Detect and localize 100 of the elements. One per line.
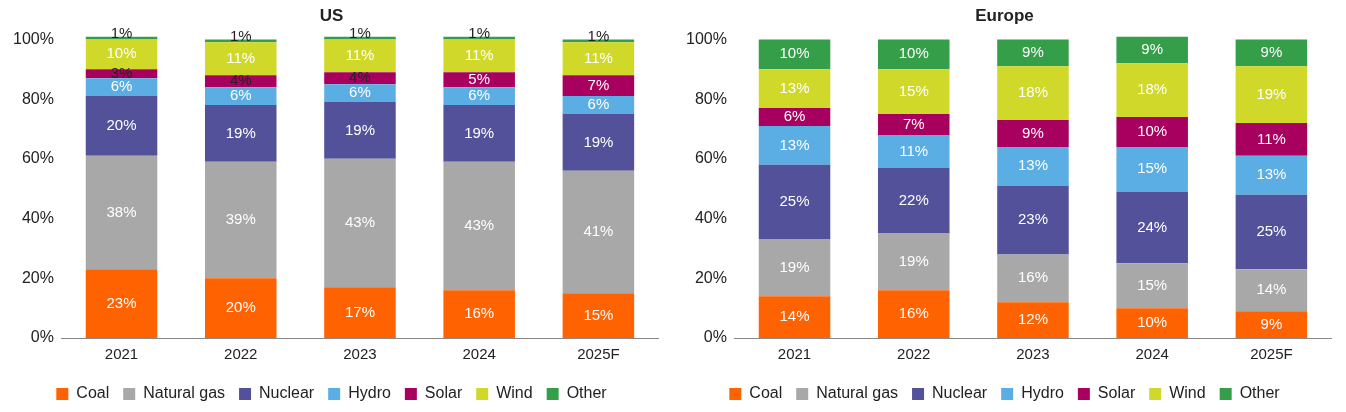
data-label: 13% xyxy=(779,78,810,96)
bar xyxy=(1116,308,1188,338)
data-label: 15% xyxy=(1137,275,1168,293)
bar xyxy=(443,290,515,338)
x-tick-label: 2022 xyxy=(897,345,931,363)
bar xyxy=(324,102,396,159)
data-label: 39% xyxy=(225,210,256,228)
bar xyxy=(85,269,158,338)
bar xyxy=(324,84,396,103)
data-label: 20% xyxy=(225,298,256,316)
bar xyxy=(443,87,515,106)
bar xyxy=(443,161,515,291)
bar xyxy=(204,87,277,106)
data-label: 22% xyxy=(898,190,929,208)
bar xyxy=(758,239,831,297)
bar xyxy=(1235,155,1308,195)
data-label: 6% xyxy=(783,107,806,125)
bar xyxy=(877,69,950,115)
data-label: 18% xyxy=(1137,80,1168,98)
bar xyxy=(758,69,831,109)
data-label: 10% xyxy=(1137,313,1168,331)
bar xyxy=(443,105,515,162)
bar xyxy=(1235,39,1308,67)
legend-label: Nuclear xyxy=(932,384,988,402)
data-label: 17% xyxy=(344,302,375,320)
bar xyxy=(997,66,1069,121)
bar xyxy=(204,42,277,76)
data-label: 20% xyxy=(106,116,137,134)
bar xyxy=(758,296,831,338)
x-tick-label: 2021 xyxy=(777,345,812,363)
y-tick-label: 100% xyxy=(686,29,727,47)
x-tick-label: 2023 xyxy=(1016,345,1050,363)
data-label: 6% xyxy=(468,86,491,104)
data-label: 19% xyxy=(898,251,929,269)
data-label: 14% xyxy=(1256,280,1287,298)
x-tick-label: 2021 xyxy=(104,345,139,363)
y-tick-label: 80% xyxy=(694,89,727,107)
bar xyxy=(85,39,158,70)
x-tick-label: 2024 xyxy=(1135,345,1169,363)
bar xyxy=(85,155,158,270)
data-label: 7% xyxy=(902,114,925,132)
data-label: 1% xyxy=(468,23,491,41)
bar xyxy=(324,39,396,73)
bar xyxy=(1116,191,1188,264)
data-label: 10% xyxy=(106,44,137,62)
bar xyxy=(1116,63,1188,118)
bar xyxy=(324,158,396,288)
bar xyxy=(877,114,950,135)
bar xyxy=(997,146,1069,186)
data-label: 13% xyxy=(779,135,810,153)
bar xyxy=(997,120,1069,147)
data-label: 12% xyxy=(1017,310,1048,328)
bar xyxy=(1116,117,1188,147)
y-tick-label: 0% xyxy=(30,328,54,346)
bar xyxy=(204,161,277,279)
bar xyxy=(562,114,635,171)
x-tick-label: 2025F xyxy=(577,345,620,363)
bar xyxy=(204,278,277,338)
data-label: 10% xyxy=(779,44,810,62)
data-label: 43% xyxy=(344,213,375,231)
bar xyxy=(877,290,950,338)
bar xyxy=(324,287,396,338)
bar xyxy=(997,185,1069,255)
bar xyxy=(1235,123,1308,156)
data-label: 38% xyxy=(106,202,137,220)
bar xyxy=(758,164,831,240)
bar xyxy=(1235,194,1308,270)
bar xyxy=(562,75,635,97)
data-label: 18% xyxy=(1017,83,1048,101)
data-label: 6% xyxy=(229,86,252,104)
y-tick-label: 60% xyxy=(21,149,54,167)
data-label: 11% xyxy=(226,48,256,66)
y-tick-label: 20% xyxy=(21,268,54,286)
data-label: 43% xyxy=(464,216,495,234)
data-label: 15% xyxy=(898,81,929,99)
bar xyxy=(1116,146,1188,192)
data-label: 11% xyxy=(1256,129,1286,147)
y-tick-label: 60% xyxy=(694,149,727,167)
y-tick-label: 20% xyxy=(694,268,727,286)
data-label: 19% xyxy=(1256,84,1287,102)
data-label: 19% xyxy=(583,132,614,150)
legend-label: Solar xyxy=(424,384,463,402)
x-tick-label: 2022 xyxy=(224,345,258,363)
data-label: 9% xyxy=(1260,314,1283,332)
bar xyxy=(997,302,1069,338)
legend-label: Natural gas xyxy=(143,384,226,402)
legend-label: Hydro xyxy=(348,384,391,402)
data-label: 11% xyxy=(345,45,375,63)
data-label: 1% xyxy=(349,23,371,41)
bar xyxy=(562,42,635,76)
data-label: 9% xyxy=(1022,42,1044,60)
y-tick-label: 0% xyxy=(703,328,727,346)
data-label: 10% xyxy=(1137,122,1168,140)
data-label: 25% xyxy=(1256,222,1287,240)
bar xyxy=(997,254,1069,303)
data-label: 15% xyxy=(1137,159,1168,177)
chart-title: Europe xyxy=(975,5,1034,25)
bar xyxy=(877,233,950,291)
chart-title: US xyxy=(319,5,344,25)
data-label: 14% xyxy=(779,307,810,325)
